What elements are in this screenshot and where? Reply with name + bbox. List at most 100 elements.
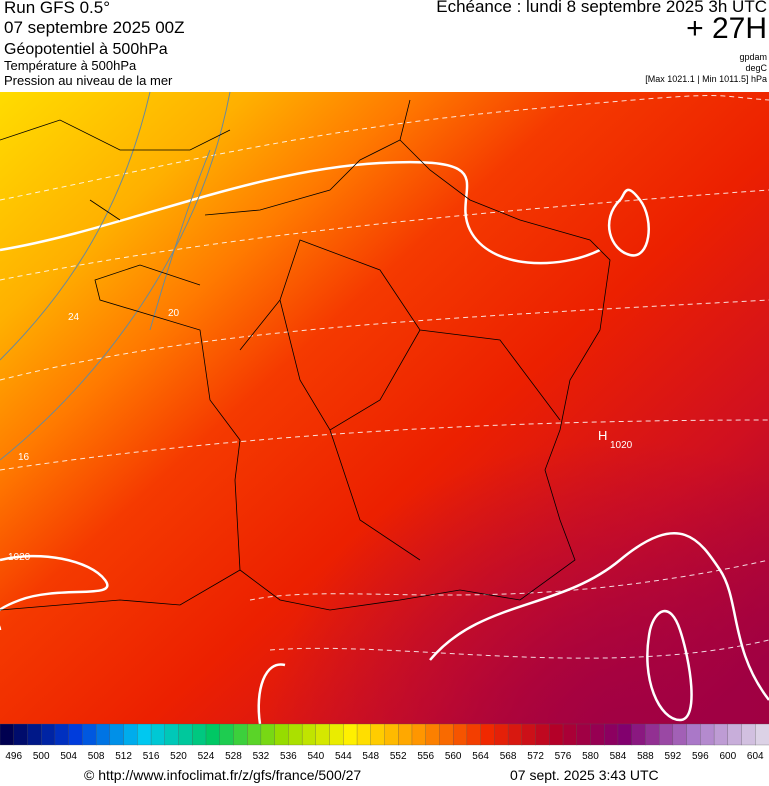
colorbar-swatch bbox=[370, 723, 385, 746]
colorbar-swatch bbox=[192, 723, 207, 746]
colorbar-swatch bbox=[590, 723, 605, 746]
colorbar-swatch bbox=[658, 723, 674, 746]
colorbar-label: 528 bbox=[225, 751, 242, 762]
colorbar-swatch bbox=[247, 723, 262, 746]
colorbar-swatch bbox=[480, 723, 495, 746]
map-label: 20 bbox=[168, 308, 180, 319]
colorbar-label: 580 bbox=[582, 751, 599, 762]
colorbar-label: 604 bbox=[747, 751, 764, 762]
colorbar-swatch bbox=[617, 723, 633, 746]
map-label: H bbox=[598, 428, 607, 443]
colorbar-swatch bbox=[384, 723, 399, 746]
colorbar-label: 512 bbox=[115, 751, 132, 762]
colorbar-swatch bbox=[713, 723, 729, 746]
colorbar-swatch bbox=[274, 723, 289, 746]
colorbar-label: 596 bbox=[692, 751, 709, 762]
colorbar-swatch bbox=[164, 723, 179, 746]
geopotential-contours bbox=[0, 95, 769, 659]
forecast-time: Echéance : lundi 8 septembre 2025 3h UTC bbox=[436, 0, 767, 16]
isobars bbox=[0, 160, 769, 725]
colorbar-swatch bbox=[453, 723, 468, 746]
borders bbox=[0, 99, 611, 611]
field-label: Température à 500hPa bbox=[4, 58, 137, 73]
colorbar-swatch bbox=[315, 723, 331, 746]
unit: gpdam bbox=[739, 52, 767, 62]
colorbar-swatch bbox=[13, 723, 28, 746]
colorbar-label: 592 bbox=[665, 751, 682, 762]
colorbar-swatch bbox=[631, 723, 646, 746]
colorbar-swatch bbox=[178, 723, 193, 746]
colorbar-swatch bbox=[507, 723, 523, 746]
colorbar-swatch bbox=[27, 723, 42, 746]
colorbar-swatch bbox=[398, 723, 413, 746]
colorbar-swatch bbox=[494, 723, 509, 746]
colorbar-swatch bbox=[301, 723, 317, 746]
map-label: 1020 bbox=[8, 552, 31, 563]
colorbar-swatch bbox=[700, 723, 715, 746]
map-label: 1020 bbox=[610, 440, 633, 451]
colorbar-label: 572 bbox=[527, 751, 544, 762]
colorbar-swatch bbox=[123, 723, 138, 746]
colorbar-swatch bbox=[686, 723, 701, 746]
colorbar-label: 576 bbox=[555, 751, 572, 762]
map-label: 16 bbox=[18, 452, 30, 463]
colorbar-swatch bbox=[727, 723, 742, 746]
colorbar-swatch bbox=[741, 723, 756, 746]
colorbar-label: 600 bbox=[719, 751, 736, 762]
temperature-isotherms bbox=[0, 91, 231, 461]
colorbar-label: 540 bbox=[307, 751, 324, 762]
colorbar-label: 532 bbox=[253, 751, 270, 762]
colorbar-label: 524 bbox=[198, 751, 215, 762]
colorbar-swatch bbox=[205, 723, 221, 746]
colorbar-swatch bbox=[109, 723, 125, 746]
colorbar-label: 560 bbox=[445, 751, 462, 762]
colorbar-swatch bbox=[54, 723, 70, 746]
colorbar-swatch bbox=[439, 723, 454, 746]
colorbar-swatch bbox=[466, 723, 482, 746]
colorbar-swatch bbox=[343, 723, 358, 746]
colorbar-swatch bbox=[549, 723, 564, 746]
colorbar-label: 504 bbox=[60, 751, 77, 762]
colorbar-label: 536 bbox=[280, 751, 297, 762]
field-label: Géopotentiel à 500hPa bbox=[4, 41, 168, 58]
run-label: Run GFS 0.5° bbox=[4, 0, 111, 17]
colorbar-label: 496 bbox=[5, 751, 22, 762]
colorbar-swatch bbox=[535, 723, 550, 746]
map-label: 24 bbox=[68, 312, 80, 323]
colorbar-label: 548 bbox=[362, 751, 379, 762]
colorbar-swatch bbox=[233, 723, 248, 746]
colorbar-label: 552 bbox=[390, 751, 407, 762]
colorbar-swatch bbox=[425, 723, 440, 746]
colorbar-swatch bbox=[82, 723, 97, 746]
forecast-offset: + 27H bbox=[686, 12, 767, 45]
pressure-range: [Max 1021.1 | Min 1011.5] hPa bbox=[645, 74, 767, 84]
colorbar-label: 520 bbox=[170, 751, 187, 762]
temperature-field bbox=[0, 92, 769, 724]
colorbar-label: 588 bbox=[637, 751, 654, 762]
colorbar-swatch bbox=[0, 723, 15, 746]
colorbar-swatch bbox=[672, 723, 688, 746]
colorbar: 496 500 504 508 512 516 520 524 528 532 536 540 544 5… bbox=[0, 723, 769, 762]
colorbar-swatch bbox=[329, 723, 344, 746]
colorbar-swatch bbox=[645, 723, 660, 746]
colorbar-swatch bbox=[137, 723, 152, 746]
colorbar-label: 568 bbox=[500, 751, 517, 762]
colorbar-swatch bbox=[604, 723, 619, 746]
colorbar-label: 500 bbox=[33, 751, 50, 762]
colorbar-swatch bbox=[260, 723, 276, 746]
colorbar-swatch bbox=[95, 723, 111, 746]
colorbar-swatch bbox=[356, 723, 372, 746]
colorbar-swatch bbox=[562, 723, 578, 746]
colorbar-swatch bbox=[219, 723, 234, 746]
run-date: 07 septembre 2025 00Z bbox=[4, 18, 185, 37]
colorbar-label: 564 bbox=[472, 751, 489, 762]
colorbar-swatch bbox=[755, 723, 769, 746]
colorbar-label: 584 bbox=[610, 751, 627, 762]
timestamp: 07 sept. 2025 3:43 UTC bbox=[510, 767, 659, 783]
colorbar-swatch bbox=[411, 723, 427, 746]
colorbar-swatch bbox=[576, 723, 591, 746]
source-url: © http://www.infoclimat.fr/z/gfs/france/… bbox=[84, 767, 362, 783]
